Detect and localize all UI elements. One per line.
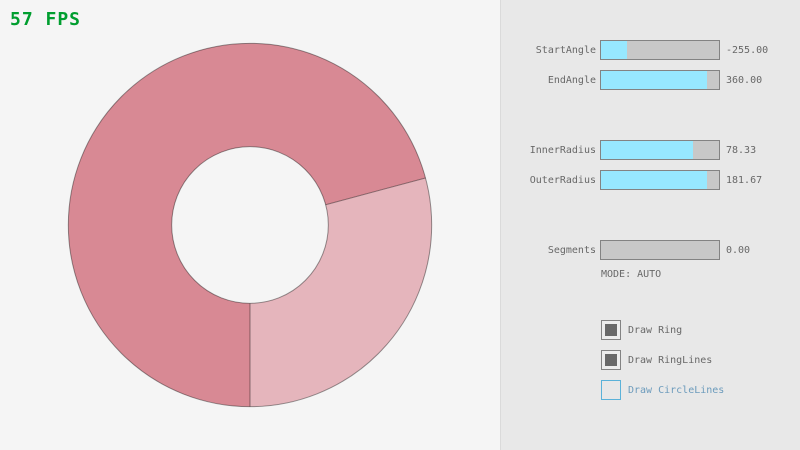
- end-angle-row: EndAngle 360.00: [501, 70, 800, 90]
- checkbox-draw-ring[interactable]: Draw Ring: [601, 320, 800, 340]
- inner-radius-row: InnerRadius 78.33: [501, 140, 800, 160]
- outer-radius-row: OuterRadius 181.67: [501, 170, 800, 190]
- ring-outer-line: [67, 42, 433, 408]
- fps-counter: 57 FPS: [10, 9, 82, 30]
- checkbox-box[interactable]: [601, 320, 621, 340]
- slider-fill: [601, 141, 694, 159]
- outer-radius-slider[interactable]: [600, 170, 720, 190]
- ring-edge-line: [325, 177, 426, 206]
- start-angle-value: -255.00: [726, 45, 769, 56]
- inner-radius-label: InnerRadius: [529, 145, 596, 156]
- inner-radius-value: 78.33: [726, 145, 757, 156]
- segments-value: 0.00: [726, 245, 751, 256]
- checkbox-box[interactable]: [601, 380, 621, 400]
- segments-label: Segments: [547, 245, 596, 256]
- end-angle-slider[interactable]: [600, 70, 720, 90]
- ring-overlap-segment: [68, 43, 426, 407]
- checkbox-draw-circlelines-label: Draw CircleLines: [628, 385, 725, 396]
- start-angle-slider[interactable]: [600, 40, 720, 60]
- outer-radius-label: OuterRadius: [529, 175, 596, 186]
- outer-radius-value: 181.67: [726, 175, 763, 186]
- controls-panel: StartAngle -255.00 EndAngle 360.00 Inner…: [500, 0, 800, 450]
- ring-single-segment: [250, 177, 432, 407]
- start-angle-label: StartAngle: [535, 45, 596, 56]
- checkbox-draw-ringlines[interactable]: Draw RingLines: [601, 350, 800, 370]
- slider-fill: [601, 71, 708, 89]
- checkbox-draw-circlelines[interactable]: Draw CircleLines: [601, 380, 800, 400]
- start-angle-row: StartAngle -255.00: [501, 40, 800, 60]
- check-mark-icon: [605, 354, 617, 366]
- checkbox-box[interactable]: [601, 350, 621, 370]
- checkbox-draw-ringlines-label: Draw RingLines: [628, 355, 713, 366]
- segments-slider[interactable]: [600, 240, 720, 260]
- check-mark-icon: [605, 324, 617, 336]
- checkbox-draw-ring-label: Draw Ring: [628, 325, 683, 336]
- end-angle-value: 360.00: [726, 75, 763, 86]
- segments-row: Segments 0.00: [501, 240, 800, 260]
- end-angle-label: EndAngle: [547, 75, 596, 86]
- inner-radius-slider[interactable]: [600, 140, 720, 160]
- mode-indicator: MODE: AUTO: [601, 269, 662, 280]
- ring-inner-line: [171, 146, 329, 304]
- slider-fill: [601, 171, 708, 189]
- slider-fill: [601, 41, 627, 59]
